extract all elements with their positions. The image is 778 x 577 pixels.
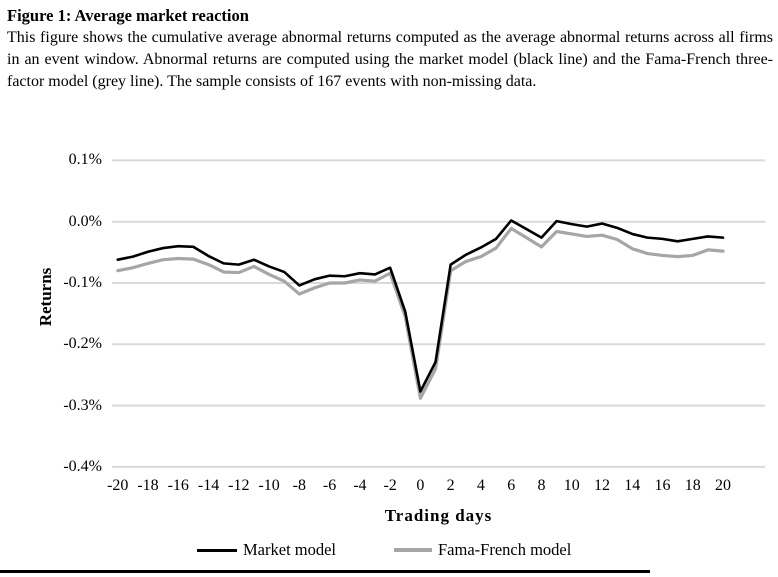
x-tick-label: 14 <box>624 477 641 494</box>
x-tick-label: 18 <box>684 477 701 494</box>
x-tick-label: -8 <box>292 477 306 494</box>
x-tick-label: -18 <box>137 477 159 494</box>
series-line-fama-french-model <box>116 226 725 400</box>
y-tick-label: -0.1% <box>63 274 102 291</box>
y-tick-label: -0.3% <box>63 396 102 414</box>
x-tick-label: -4 <box>353 477 367 494</box>
legend-label-fama-french-model: Fama-French model <box>438 540 572 559</box>
figure-caption: This figure shows the cumulative average… <box>7 29 773 90</box>
legend-swatch-fama-french-model <box>394 548 432 552</box>
x-tick-label: -2 <box>383 477 397 494</box>
x-tick-label: 2 <box>446 477 455 494</box>
x-tick-label: 16 <box>654 477 671 494</box>
legend-label-market-model: Market model <box>243 540 337 559</box>
x-tick-label: 4 <box>476 477 485 494</box>
x-tick-label: -12 <box>228 477 250 494</box>
series-line-market-model <box>116 219 725 393</box>
x-tick-label: -6 <box>322 477 337 494</box>
x-tick-label: -16 <box>167 477 189 494</box>
y-axis-title: Returns <box>36 267 55 327</box>
x-tick-label: 6 <box>507 477 516 494</box>
x-tick-label: 0 <box>416 477 425 494</box>
x-tick-label: -10 <box>258 477 280 494</box>
figure-title: Figure 1: Average market reaction <box>7 6 249 25</box>
x-tick-label: 8 <box>537 477 546 494</box>
x-tick-label: -14 <box>197 477 220 494</box>
x-axis-title: Trading days <box>384 506 493 525</box>
legend: Market model Fama-French model <box>0 538 778 562</box>
legend-item-fama-french-model: Fama-French model <box>394 538 571 562</box>
x-tick-label: 10 <box>563 477 580 494</box>
x-tick-label: 12 <box>593 477 610 494</box>
y-tick-label: 0.0% <box>68 212 102 230</box>
legend-item-market-model: Market model <box>197 538 336 562</box>
y-tick-label: 0.1% <box>68 151 102 169</box>
x-tick-label: -20 <box>107 477 129 494</box>
y-tick-label: -0.2% <box>63 335 102 353</box>
bottom-border-line <box>0 570 650 573</box>
x-tick-label: 20 <box>715 477 732 494</box>
legend-swatch-market-model <box>197 548 237 552</box>
y-tick-label: -0.4% <box>63 457 102 475</box>
